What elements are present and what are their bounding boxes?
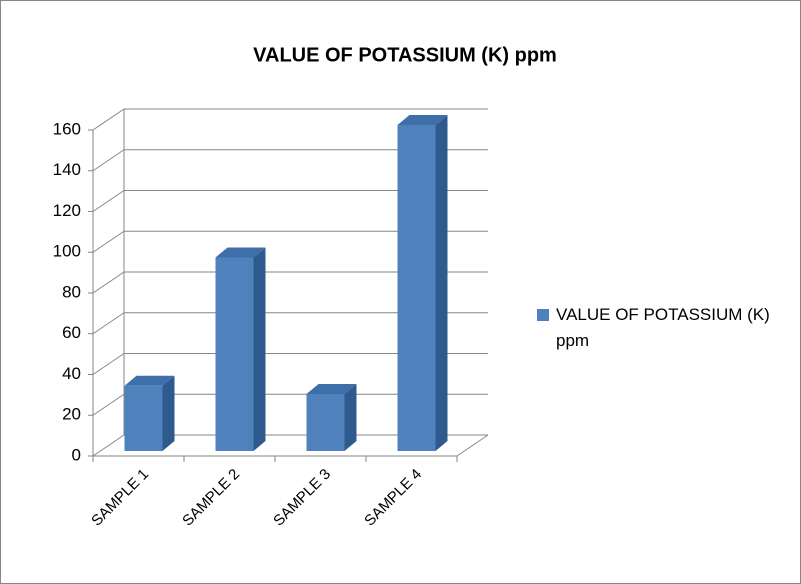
bar-side: [162, 375, 175, 451]
grid-line: [92, 230, 125, 253]
grid-line: [92, 312, 125, 335]
grid-line: [92, 353, 125, 375]
bar: [124, 375, 175, 451]
bar-top: [124, 375, 175, 386]
grid-line: [92, 271, 125, 294]
grid-line: [92, 149, 125, 172]
grid-line: [92, 190, 125, 212]
bar-side: [435, 115, 448, 451]
y-tick-label: 80: [62, 282, 81, 301]
grid-line: [92, 108, 125, 131]
bar-top: [397, 115, 448, 125]
grid-line: [92, 393, 125, 416]
grid-line: [92, 434, 125, 457]
y-tick-label: 20: [62, 405, 81, 424]
y-tick-label: 60: [62, 323, 81, 342]
bar-front: [306, 393, 345, 451]
y-tick-label: 160: [53, 119, 81, 138]
bar-side: [253, 247, 266, 451]
bar-front: [397, 125, 436, 451]
floor-edge: [456, 434, 489, 457]
y-tick-label: 140: [53, 160, 81, 179]
bar: [215, 247, 266, 451]
bar: [397, 115, 448, 451]
bar-front: [215, 257, 254, 451]
bar-side: [344, 383, 357, 451]
legend-label: VALUE OF POTASSIUM (K) ppm: [556, 305, 770, 350]
y-tick-label: 40: [62, 364, 81, 383]
bar-top: [306, 383, 357, 394]
y-tick-label: 100: [53, 242, 81, 261]
bar: [306, 383, 357, 451]
y-tick-label: 120: [53, 201, 81, 220]
legend-swatch: [537, 309, 549, 321]
chart-title: VALUE OF POTASSIUM (K) ppm: [253, 44, 557, 66]
y-tick-label: 0: [72, 445, 81, 464]
bar-top: [215, 247, 266, 258]
bar-front: [124, 385, 163, 451]
